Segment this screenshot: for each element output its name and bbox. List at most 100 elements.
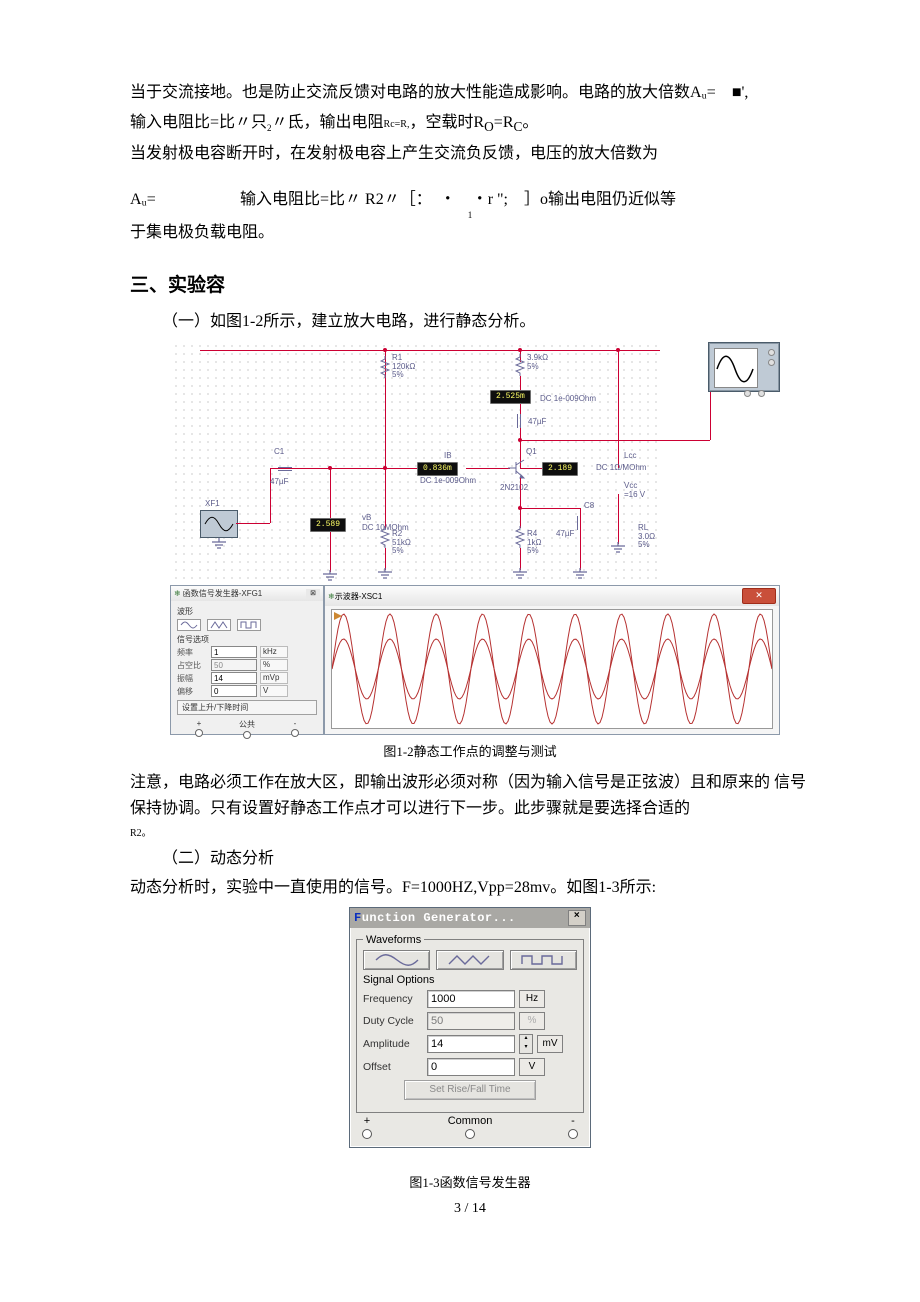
c8-value: 47µF bbox=[556, 530, 574, 538]
unit-v: V bbox=[260, 685, 288, 697]
app-icon: ❄ bbox=[174, 589, 181, 598]
rc-eq: Rc=R, bbox=[384, 119, 410, 130]
fg-common-row: + 公共 - bbox=[177, 719, 317, 739]
r4-label: R41kΩ5% bbox=[527, 530, 541, 555]
function-generator-dialog: Function Generator... × Waveforms Signal… bbox=[349, 907, 591, 1148]
xf1-label: XF1 bbox=[205, 500, 220, 508]
wire bbox=[385, 548, 386, 570]
unit-pct: % bbox=[260, 659, 288, 671]
close-icon[interactable]: × bbox=[568, 910, 586, 926]
wave-square[interactable] bbox=[237, 619, 261, 631]
wire bbox=[520, 508, 580, 509]
wave-triangle[interactable] bbox=[207, 619, 231, 631]
lbl-plus: + bbox=[364, 1115, 370, 1127]
title-hl: F bbox=[354, 911, 362, 925]
r1-resistor bbox=[380, 356, 390, 378]
para-input-res: 输入电阻比=比〃只2〃氐，输出电阻Rc=R,，空载时RO=RC。 bbox=[130, 110, 810, 138]
lbl-dc-top: DC 1e-009Ohm bbox=[540, 395, 596, 403]
lbl-lcc: Lcc bbox=[624, 452, 636, 460]
wire bbox=[385, 378, 386, 468]
txt: 输入电阻比=比〃只 bbox=[130, 114, 267, 131]
offset-input[interactable] bbox=[211, 685, 257, 697]
lbl-frequency: Frequency bbox=[363, 993, 423, 1005]
xsc1-port-a[interactable] bbox=[768, 349, 775, 356]
lbl-vcc: Vcc=16 V bbox=[624, 482, 645, 499]
figure-1-2-caption: 图1-2静态工作点的调整与测试 bbox=[130, 741, 810, 760]
wire bbox=[618, 350, 619, 468]
lbl-freq: 频率 bbox=[177, 647, 211, 658]
port-common[interactable] bbox=[243, 731, 251, 739]
xsc1-port-gnd[interactable] bbox=[758, 390, 765, 397]
amplitude-spinner[interactable]: ▴▾ bbox=[519, 1034, 533, 1054]
scope-waveform bbox=[332, 610, 772, 728]
fg-small-titlebar: ❄ 函数信号发生器-XFG1 ⊠ bbox=[171, 586, 323, 601]
port-plus[interactable] bbox=[195, 729, 203, 737]
lbl-minus: - bbox=[571, 1115, 575, 1127]
wave-sine-button[interactable] bbox=[363, 950, 430, 970]
lbl-offset: 偏移 bbox=[177, 686, 211, 697]
xf1-instrument[interactable] bbox=[200, 510, 238, 538]
lbl-amplitude: Amplitude bbox=[363, 1038, 423, 1050]
wave-selector bbox=[177, 619, 317, 631]
lbl-dcrc: DC 1Ω/MOhm bbox=[596, 464, 646, 472]
xsc1-port-b[interactable] bbox=[768, 359, 775, 366]
row-offset: Offset V bbox=[363, 1058, 577, 1076]
note-para: 注意，电路必须工作在放大区，即输出波形必须对称（因为输入信号是正弦波）且和原来的… bbox=[130, 770, 810, 821]
row-amplitude: Amplitude ▴▾ mV bbox=[363, 1034, 577, 1054]
c2-label: 47µF bbox=[528, 418, 546, 426]
scope-screen[interactable] bbox=[331, 609, 773, 729]
lbl-duty: Duty Cycle bbox=[363, 1015, 423, 1027]
dlg-common-row: + Common - bbox=[350, 1115, 590, 1147]
offset-input[interactable] bbox=[427, 1058, 515, 1076]
wave-square-button[interactable] bbox=[510, 950, 577, 970]
wave-sine[interactable] bbox=[177, 619, 201, 631]
wire bbox=[710, 392, 711, 440]
wire bbox=[236, 523, 270, 524]
wire bbox=[618, 494, 619, 544]
close-icon[interactable]: ⊠ bbox=[306, 589, 320, 599]
duty-input bbox=[211, 659, 257, 671]
q1-label: Q1 bbox=[526, 448, 537, 456]
close-icon[interactable]: ✕ bbox=[742, 588, 776, 604]
ground-icon bbox=[609, 542, 627, 554]
port-plus[interactable] bbox=[362, 1129, 372, 1139]
r4-resistor bbox=[515, 526, 525, 548]
vb-label: vB bbox=[362, 514, 371, 522]
wire bbox=[385, 468, 386, 528]
c8-capacitor bbox=[574, 516, 584, 530]
lbl-common: 公共 bbox=[239, 719, 255, 730]
marker-icon bbox=[334, 612, 344, 622]
txt: =R bbox=[494, 114, 514, 131]
port-minus[interactable] bbox=[568, 1129, 578, 1139]
frequency-input[interactable] bbox=[427, 990, 515, 1008]
voltmeter-c: 2.189 bbox=[542, 462, 578, 476]
wire bbox=[520, 478, 521, 528]
port-common[interactable] bbox=[465, 1129, 475, 1139]
amplitude-input[interactable] bbox=[427, 1035, 515, 1053]
eq-rest: 输入电阻比=比〃 R2〃［： ・ ・r "; ］o输出电阻仍近似等 bbox=[240, 187, 810, 213]
row-amp: 振幅 mVp bbox=[177, 672, 317, 684]
amp-input[interactable] bbox=[211, 672, 257, 684]
figure-1-3-caption: 图1-3函数信号发生器 bbox=[130, 1172, 810, 1191]
ammeter-a: 2.525m bbox=[490, 390, 531, 404]
wave-triangle-button[interactable] bbox=[436, 950, 503, 970]
xsc1-screen bbox=[714, 348, 758, 388]
c2-capacitor bbox=[514, 414, 524, 428]
c1-value: 47µF bbox=[270, 478, 288, 486]
fg-small-panel: ❄ 函数信号发生器-XFG1 ⊠ 波形 信号选项 频率 kHz bbox=[170, 585, 324, 735]
set-rise-fall-button: Set Rise/Fall Time bbox=[404, 1080, 536, 1100]
rise-fall-button[interactable]: 设置上升/下降时间 bbox=[177, 700, 317, 715]
unit-mvp: mVp bbox=[260, 672, 288, 684]
app-icon: ❄ bbox=[328, 592, 335, 601]
wire bbox=[330, 468, 331, 523]
row-duty: 占空比 % bbox=[177, 659, 317, 671]
port-minus[interactable] bbox=[291, 729, 299, 737]
freq-input[interactable] bbox=[211, 646, 257, 658]
signal-options-label: Signal Options bbox=[363, 974, 577, 986]
sub-o: O bbox=[484, 119, 494, 134]
xsc1-port-ext[interactable] bbox=[744, 390, 751, 397]
xsc1-instrument[interactable] bbox=[708, 342, 780, 392]
r1-label: R1120kΩ5% bbox=[392, 354, 415, 379]
lbl-ib: IB bbox=[444, 452, 452, 460]
note-r2: R2。 bbox=[130, 826, 810, 842]
